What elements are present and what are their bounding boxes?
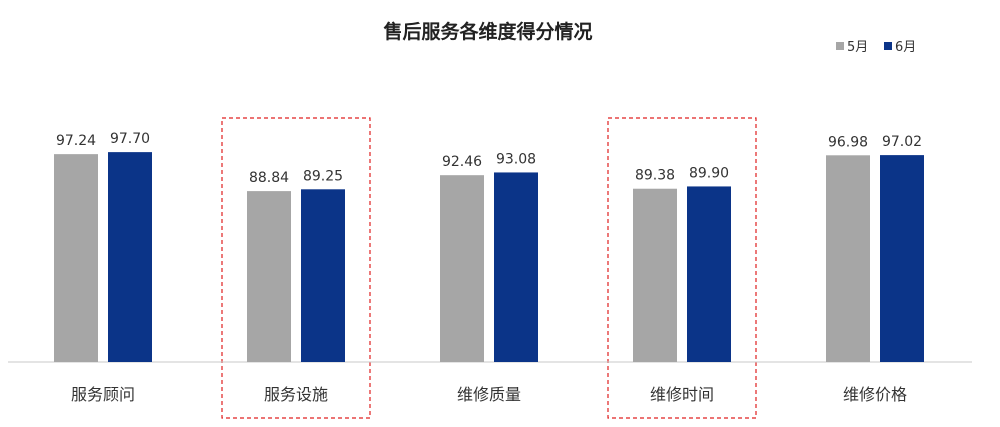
value-label: 92.46 [442,154,482,170]
bar [494,172,538,362]
bar [633,188,677,362]
highlight-box [221,117,371,419]
category-label: 维修时间 [650,385,714,404]
bar [54,154,98,362]
value-label: 93.08 [496,151,536,167]
value-label: 96.98 [828,134,868,150]
legend-label: 5月 [847,40,868,55]
value-label: 97.24 [56,133,96,149]
value-label: 97.02 [882,134,922,150]
bar [108,152,152,362]
value-label: 89.25 [303,168,343,184]
bar [440,175,484,362]
value-label: 89.90 [689,165,729,181]
highlight-box [607,117,757,419]
category-labels: 服务顾问 服务设施 维修质量 维修时间 维修价格 [71,385,907,404]
bar [301,189,345,362]
value-labels: 97.24 88.84 92.46 89.38 96.98 97.70 89.25 93.08… [56,131,922,186]
bar [880,155,924,362]
bar [687,186,731,362]
highlight-boxes [221,117,757,419]
legend-swatch [836,42,844,50]
bars [54,152,924,362]
chart-title: 售后服务各维度得分情况 [382,20,592,43]
category-label: 服务设施 [264,385,328,404]
bar [826,155,870,362]
legend-label: 6月 [895,40,916,55]
bar [247,191,291,362]
value-label: 97.70 [110,131,150,147]
legend: 5月 6月 [836,40,916,55]
value-label: 88.84 [249,170,289,186]
legend-swatch [884,42,892,50]
value-label: 89.38 [635,168,675,184]
category-label: 维修价格 [843,385,907,404]
category-label: 维修质量 [457,385,521,404]
category-label: 服务顾问 [71,385,135,404]
